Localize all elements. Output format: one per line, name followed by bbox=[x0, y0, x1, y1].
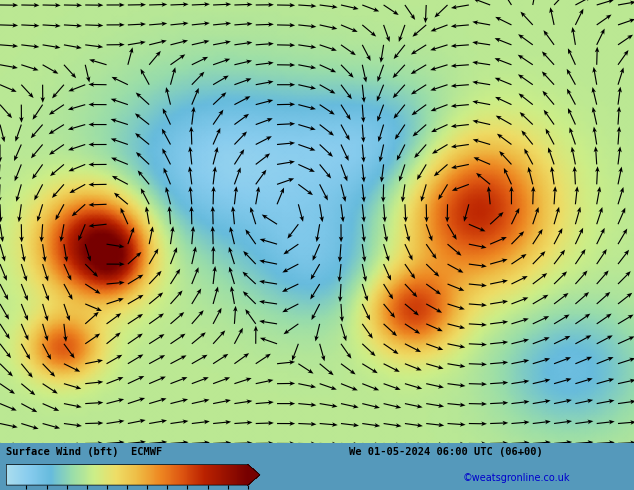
Text: Surface Wind (bft)  ECMWF: Surface Wind (bft) ECMWF bbox=[6, 447, 162, 457]
Text: We 01-05-2024 06:00 UTC (06+00): We 01-05-2024 06:00 UTC (06+00) bbox=[349, 447, 543, 457]
PathPatch shape bbox=[248, 465, 260, 485]
Text: ©weatsgronline.co.uk: ©weatsgronline.co.uk bbox=[463, 473, 571, 483]
